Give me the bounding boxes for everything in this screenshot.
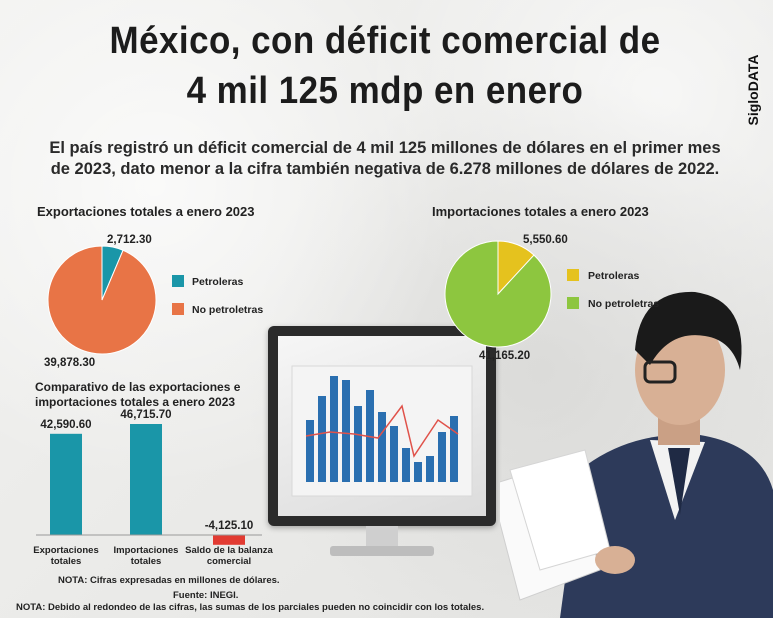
- page-title: México, con déficit comercial de 4 mil 1…: [68, 16, 703, 116]
- screen-graph-illustration: [291, 365, 473, 497]
- bar-category-label-1-1: totales: [131, 556, 162, 567]
- subtitle: El país registró un déficit comercial de…: [40, 138, 730, 180]
- title-line-2: 4 mil 125 mdp en enero: [186, 70, 584, 112]
- source-text: Fuente: INEGI.: [173, 590, 239, 601]
- bar-1: [130, 424, 162, 535]
- monitor-base: [330, 546, 434, 556]
- bar-chart-title-line-2: importaciones totales a enero 2023: [35, 395, 235, 409]
- monitor-frame: [268, 326, 496, 526]
- bar-category-label-0-1: totales: [51, 556, 82, 567]
- subtitle-line-2: de 2023, dato menor a la cifra también n…: [50, 160, 720, 178]
- export-pie: [47, 245, 157, 355]
- export-pie-slice-1: [47, 245, 157, 355]
- export-pie-label-no-petroleras: 39,878.30: [44, 357, 95, 369]
- bar-value-label-2: -4,125.10: [205, 520, 254, 532]
- export-legend-swatch-0: [172, 275, 184, 287]
- bar-chart: 42,590.60Exportacionestotales46,715.70Im…: [33, 409, 273, 567]
- import-legend-label-1: No petroletras: [588, 298, 659, 310]
- bar-category-label-2-0: Saldo de la balanza: [185, 545, 273, 556]
- note-units: NOTA: Cifras expresadas en millones de d…: [58, 575, 280, 586]
- bar-chart-title-line-1: Comparativo de las exportaciones e: [35, 380, 241, 394]
- monitor-screen: [278, 336, 486, 516]
- export-legend-label-0: Petroleras: [192, 276, 244, 288]
- title-line-1: México, con déficit comercial de: [109, 20, 661, 62]
- bar-category-label-2-1: comercial: [207, 556, 251, 567]
- import-pie-slice-1: [444, 240, 552, 348]
- bar-0: [50, 433, 82, 535]
- import-pie: [444, 240, 552, 348]
- import-pie-label-petroleras: 5,550.60: [523, 234, 568, 246]
- monitor-illustration: [268, 326, 496, 558]
- import-pie-title: Importaciones totales a enero 2023: [432, 204, 649, 219]
- import-legend-swatch-0: [567, 269, 579, 281]
- bar-value-label-1: 46,715.70: [120, 409, 171, 421]
- monitor-stand: [366, 526, 398, 548]
- export-legend-swatch-1: [172, 303, 184, 315]
- export-pie-label-petroleras: 2,712.30: [107, 234, 152, 246]
- export-legend-label-1: No petroletras: [192, 304, 263, 316]
- import-legend-swatch-1: [567, 297, 579, 309]
- note-rounding: NOTA: Debido al redondeo de las cifras, …: [16, 602, 485, 613]
- import-legend-label-0: Petroleras: [588, 270, 640, 282]
- bar-category-label-1-0: Importaciones: [114, 545, 179, 556]
- bar-2: [213, 535, 245, 545]
- export-pie-title: Exportaciones totales a enero 2023: [37, 204, 254, 219]
- import-pie-label-no-petroleras: 41,165.20: [479, 350, 530, 362]
- person-illustration: [500, 291, 773, 618]
- bar-value-label-0: 42,590.60: [40, 419, 91, 431]
- subtitle-line-1: El país registró un déficit comercial de…: [49, 139, 721, 157]
- bar-category-label-0-0: Exportaciones: [33, 545, 98, 556]
